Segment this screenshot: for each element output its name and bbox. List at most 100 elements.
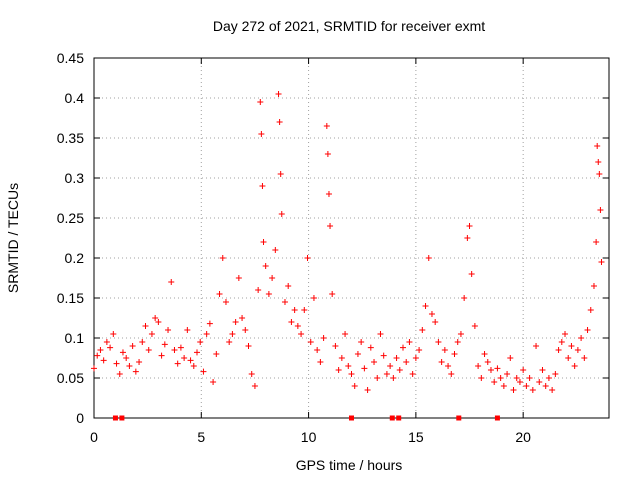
data-point xyxy=(145,347,152,353)
data-point xyxy=(377,331,384,337)
data-point xyxy=(285,283,292,289)
y-tick-label: 0.1 xyxy=(65,330,85,346)
data-point xyxy=(383,371,390,377)
data-point xyxy=(380,352,387,359)
data-point xyxy=(491,379,498,385)
data-point xyxy=(307,339,314,345)
data-point xyxy=(97,347,104,353)
data-point xyxy=(226,339,233,345)
x-tick-label: 0 xyxy=(90,429,98,445)
y-tick-label: 0.45 xyxy=(57,50,84,66)
data-point xyxy=(545,375,552,381)
data-point xyxy=(278,211,285,217)
data-point xyxy=(329,291,336,297)
data-point xyxy=(277,171,284,177)
data-point xyxy=(494,365,501,372)
x-axis-title: GPS time / hours xyxy=(296,457,403,473)
y-tick-label: 0.3 xyxy=(65,170,85,186)
data-point xyxy=(533,343,540,349)
data-point xyxy=(342,331,349,337)
data-point xyxy=(335,367,342,373)
data-point xyxy=(281,299,288,305)
data-point xyxy=(406,339,413,345)
data-point xyxy=(393,355,400,361)
data-point xyxy=(595,159,602,165)
outage-marker xyxy=(456,415,462,421)
data-point xyxy=(152,315,159,321)
data-point xyxy=(194,349,200,356)
data-point xyxy=(454,339,461,345)
axis-ticks xyxy=(93,57,609,419)
data-point xyxy=(276,119,283,125)
data-point xyxy=(216,291,223,297)
data-point xyxy=(298,331,305,337)
data-point xyxy=(132,368,139,375)
data-point xyxy=(197,339,204,345)
data-point xyxy=(262,263,269,269)
outage-markers xyxy=(112,415,500,421)
x-tick-label: 15 xyxy=(408,429,424,445)
y-tick-label: 0.15 xyxy=(57,290,84,306)
data-point xyxy=(361,365,368,372)
data-point xyxy=(158,352,165,359)
data-point xyxy=(332,343,339,349)
data-point xyxy=(304,255,311,261)
data-point xyxy=(584,327,591,333)
data-point xyxy=(200,368,207,375)
data-point xyxy=(396,367,403,373)
data-point xyxy=(484,359,491,365)
data-point xyxy=(269,275,276,281)
data-point xyxy=(272,247,279,253)
data-point xyxy=(549,387,556,393)
data-point xyxy=(155,319,162,325)
data-point xyxy=(364,387,371,393)
y-tick-label: 0.25 xyxy=(57,210,84,226)
y-axis-title: SRMTID / TECUs xyxy=(5,183,21,293)
data-point xyxy=(578,335,585,341)
data-point xyxy=(245,343,252,349)
data-point xyxy=(338,355,345,361)
data-point xyxy=(497,375,504,381)
y-tick-label: 0.05 xyxy=(57,370,84,386)
plot-frame xyxy=(93,57,610,419)
data-point xyxy=(107,344,114,351)
data-point xyxy=(301,307,308,313)
data-point xyxy=(487,367,494,373)
chart-title: Day 272 of 2021, SRMTID for receiver exm… xyxy=(213,18,485,34)
data-point xyxy=(139,339,146,345)
data-point xyxy=(351,383,358,389)
data-point xyxy=(229,331,236,337)
data-point xyxy=(571,363,578,369)
data-point xyxy=(210,379,217,385)
data-point xyxy=(184,327,191,333)
data-point xyxy=(432,319,439,325)
data-point xyxy=(259,183,266,189)
y-tick-label: 0.2 xyxy=(65,250,85,266)
data-point xyxy=(325,191,332,197)
data-point xyxy=(327,223,334,229)
outage-marker xyxy=(112,415,118,421)
data-point xyxy=(251,383,258,389)
data-point xyxy=(358,339,365,345)
data-point xyxy=(324,151,331,157)
data-point xyxy=(562,331,569,337)
data-point xyxy=(91,365,97,372)
data-point xyxy=(422,303,429,309)
y-tick-label: 0.35 xyxy=(57,130,84,146)
data-point xyxy=(190,363,197,369)
data-point xyxy=(596,171,603,177)
data-point xyxy=(416,347,423,353)
x-tick-label: 5 xyxy=(197,429,205,445)
data-point xyxy=(466,223,473,229)
data-point xyxy=(507,355,514,361)
data-point xyxy=(441,347,448,353)
data-point xyxy=(374,375,381,381)
y-tick-label: 0.4 xyxy=(65,90,85,106)
data-point xyxy=(348,371,355,377)
data-point xyxy=(103,339,110,345)
data-point xyxy=(119,349,126,356)
data-point xyxy=(435,339,442,345)
data-point xyxy=(354,351,361,357)
x-tick-label: 10 xyxy=(301,429,317,445)
